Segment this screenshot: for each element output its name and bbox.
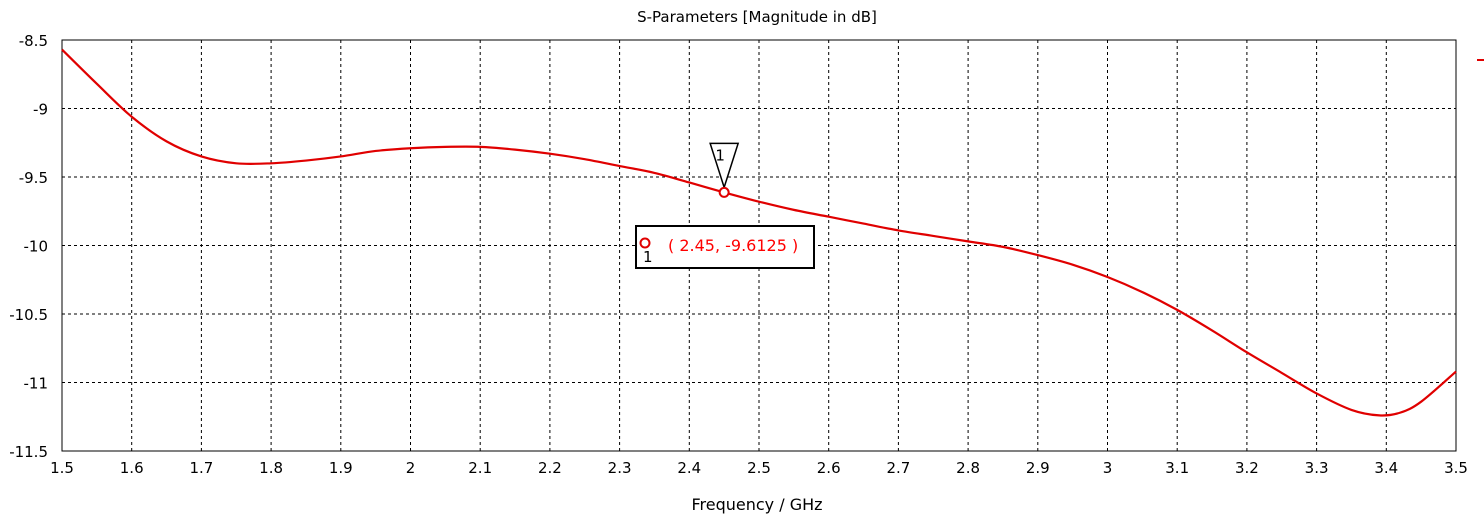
x-tick-label: 1.9 <box>329 459 353 477</box>
marker-value-label: ( 2.45, -9.6125 ) <box>668 236 798 255</box>
y-tick-label: -8.5 <box>19 32 48 50</box>
x-tick-label: 2.5 <box>747 459 771 477</box>
x-tick-label: 3.5 <box>1444 459 1468 477</box>
x-tick-label: 3 <box>1103 459 1113 477</box>
x-tick-label: 3.1 <box>1165 459 1189 477</box>
markers: 1 1 ( 2.45, -9.6125 ) <box>635 142 815 269</box>
x-tick-label: 3.4 <box>1374 459 1398 477</box>
y-tick-label: -9 <box>33 101 48 119</box>
marker-triangle-icon[interactable] <box>709 142 740 190</box>
x-tick-label: 2.9 <box>1026 459 1050 477</box>
marker-box-id: 1 <box>643 248 653 266</box>
x-tick-label: 2 <box>406 459 416 477</box>
x-tick-label: 2.2 <box>538 459 562 477</box>
x-tick-label: 2.1 <box>468 459 492 477</box>
series <box>61 48 1457 417</box>
x-tick-label: 2.4 <box>677 459 701 477</box>
x-tick-label: 1.8 <box>259 459 283 477</box>
x-tick-label: 2.3 <box>608 459 632 477</box>
marker-id: 1 <box>715 146 725 164</box>
marker-point[interactable] <box>718 186 730 198</box>
y-tick-label: -10.5 <box>9 306 48 324</box>
x-tick-label: 1.6 <box>120 459 144 477</box>
x-tick-label: 1.5 <box>50 459 74 477</box>
x-tick-label: 3.3 <box>1305 459 1329 477</box>
y-tick-label: -11 <box>24 375 49 393</box>
x-tick-label: 2.8 <box>956 459 980 477</box>
x-tick-label: 2.7 <box>886 459 910 477</box>
x-axis-label: Frequency / GHz <box>691 495 822 514</box>
x-tick-label: 2.6 <box>817 459 841 477</box>
grid <box>62 40 1456 451</box>
y-tick-label: -9.5 <box>19 169 48 187</box>
chart-title: S-Parameters [Magnitude in dB] <box>637 8 877 26</box>
y-tick-label: -11.5 <box>9 443 48 461</box>
x-tick-label: 3.2 <box>1235 459 1259 477</box>
marker-point-icon <box>639 237 651 249</box>
y-tick-label: -10 <box>24 238 49 256</box>
marker-annotation-box <box>635 225 815 269</box>
tick-labels: 1.5 1.6 1.7 1.8 1.9 2 2.1 2.2 2.3 2.4 2.5 2.6 2.7 2.8… <box>9 32 1468 477</box>
series-line <box>61 48 1457 417</box>
x-tick-label: 1.7 <box>189 459 213 477</box>
plot-frame <box>61 39 1457 452</box>
